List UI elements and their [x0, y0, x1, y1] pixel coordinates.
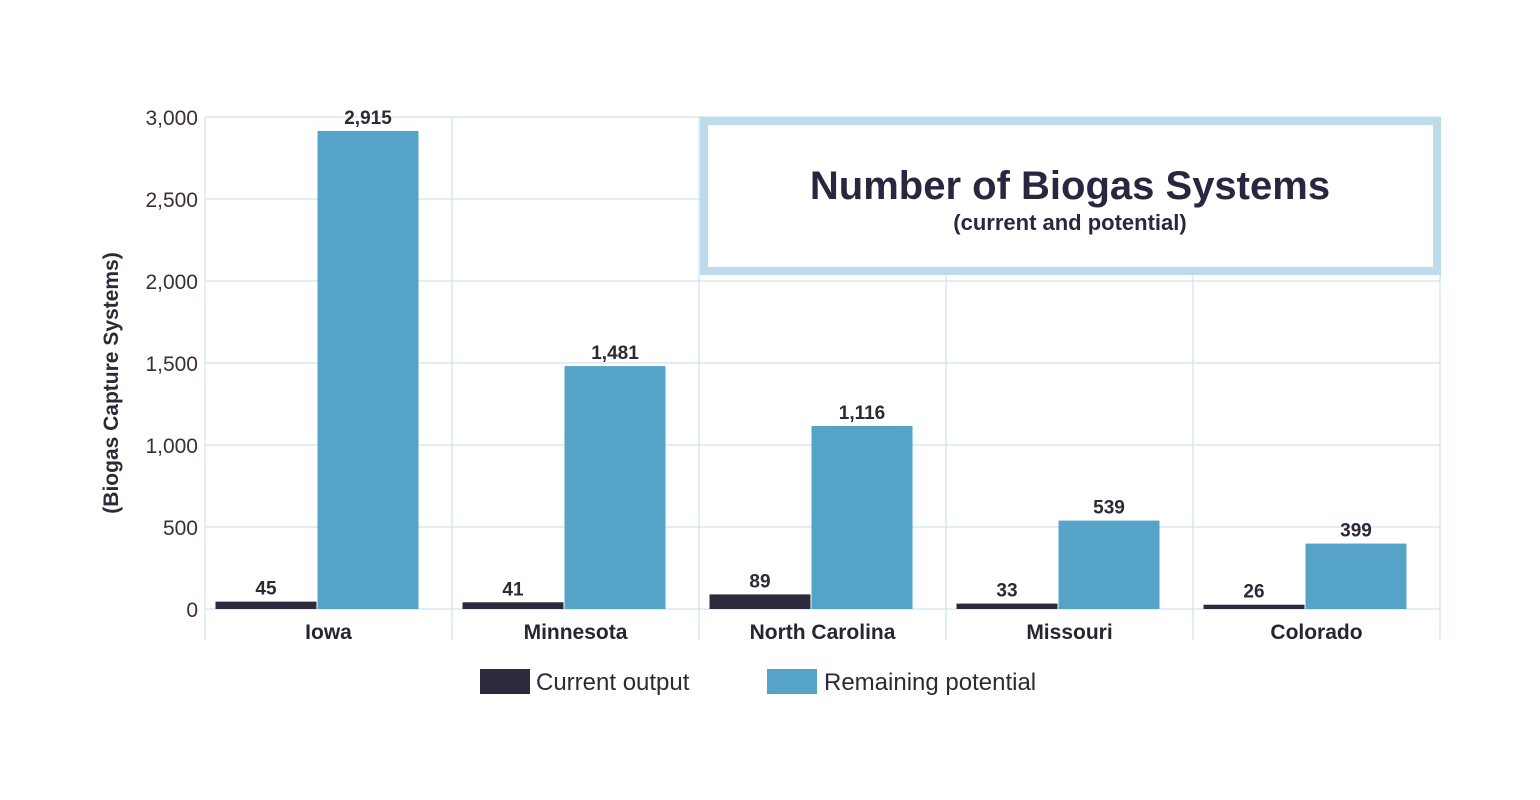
data-label-potential-minnesota: 1,481 [591, 343, 639, 364]
legend-swatch-potential [767, 669, 817, 694]
category-labels: Iowa Minnesota North Carolina Missouri Color… [305, 621, 1362, 644]
category-label-minnesota: Minnesota [524, 621, 628, 644]
bar-current-minnesota [462, 602, 564, 609]
y-axis-ticks: 0 500 1,000 1,500 2,000 2,500 3,000 [145, 107, 198, 622]
data-label-potential-missouri: 539 [1093, 498, 1125, 519]
data-label-current-minnesota: 41 [502, 579, 524, 600]
title-box-frame [700, 117, 1441, 275]
bar-current-north-carolina [709, 594, 811, 609]
legend: Current output Remaining potential [480, 669, 1036, 696]
chart-title: Number of Biogas Systems [810, 164, 1330, 208]
data-label-potential-north-carolina: 1,116 [839, 403, 886, 424]
category-label-missouri: Missouri [1026, 621, 1112, 644]
category-label-north-carolina: North Carolina [750, 621, 896, 644]
bar-potential-missouri [1058, 520, 1160, 609]
legend-label-potential: Remaining potential [824, 669, 1036, 696]
y-tick-label-2500: 2,500 [145, 189, 198, 212]
bar-current-colorado [1203, 604, 1305, 609]
data-label-current-iowa: 45 [255, 579, 277, 600]
bar-potential-iowa [317, 130, 419, 609]
y-axis-label: (Biogas Capture Systems) [100, 252, 123, 513]
bar-potential-north-carolina [811, 425, 913, 609]
y-tick-label-2000: 2,000 [145, 271, 198, 294]
data-label-current-missouri: 33 [996, 581, 1017, 602]
y-tick-label-1000: 1,000 [145, 435, 198, 458]
y-tick-label-500: 500 [163, 517, 198, 540]
data-label-current-north-carolina: 89 [749, 571, 770, 592]
y-tick-label-1500: 1,500 [145, 353, 198, 376]
chart-subtitle: (current and potential) [953, 210, 1186, 235]
data-label-potential-iowa: 2,915 [344, 108, 392, 129]
legend-swatch-current [480, 669, 530, 694]
bar-current-missouri [956, 603, 1058, 609]
y-tick-label-3000: 3,000 [145, 107, 198, 130]
bars: 45 2,915 41 1,481 89 1,116 33 539 26 399 [215, 108, 1407, 609]
y-tick-label-0: 0 [186, 599, 198, 622]
bar-potential-minnesota [564, 366, 666, 609]
category-label-iowa: Iowa [305, 621, 352, 644]
title-box: Number of Biogas Systems (current and po… [700, 117, 1441, 275]
category-label-colorado: Colorado [1270, 621, 1362, 644]
legend-label-current: Current output [536, 669, 690, 696]
data-label-potential-colorado: 399 [1340, 521, 1372, 542]
bar-current-iowa [215, 601, 317, 609]
bar-potential-colorado [1305, 543, 1407, 609]
data-label-current-colorado: 26 [1243, 582, 1264, 603]
